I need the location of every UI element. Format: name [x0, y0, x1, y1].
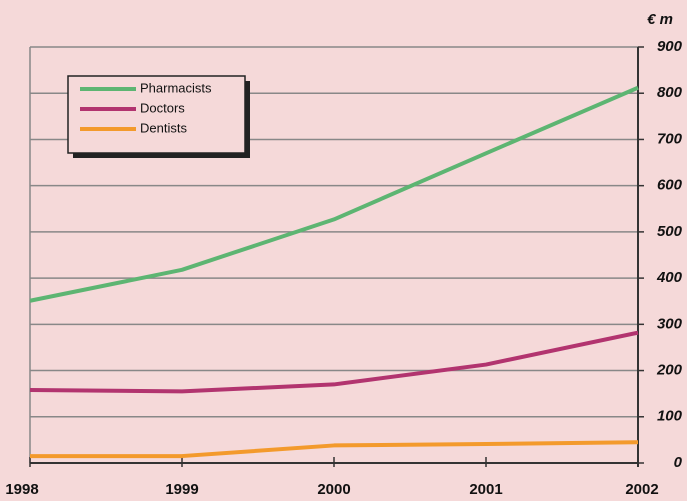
y-tick-label: 400	[656, 269, 683, 286]
x-tick-label: 2001	[469, 481, 502, 498]
x-tick-label: 1999	[165, 481, 198, 498]
y-axis-label: € m	[647, 11, 673, 28]
y-tick-label: 900	[657, 38, 683, 55]
y-tick-label: 500	[657, 223, 683, 240]
y-tick-label: 100	[657, 408, 683, 425]
x-tick-label: 1998	[5, 481, 38, 498]
series-line	[30, 440, 639, 459]
series-line	[29, 85, 639, 303]
y-tick-label: 0	[674, 454, 683, 471]
series-line	[29, 330, 639, 394]
legend-box	[67, 75, 246, 154]
legend-label: Pharmacists	[140, 80, 212, 95]
y-tick-label: 300	[657, 315, 683, 332]
y-tick-label: 200	[656, 362, 683, 379]
legend-label: Dentists	[140, 120, 187, 135]
y-tick-label: 700	[657, 130, 683, 147]
y-tick-label: 800	[657, 84, 683, 101]
legend-label: Doctors	[140, 100, 185, 115]
x-tick-label: 2002	[625, 481, 658, 498]
y-tick-label: 600	[657, 177, 683, 194]
x-tick-label: 2000	[317, 481, 350, 498]
